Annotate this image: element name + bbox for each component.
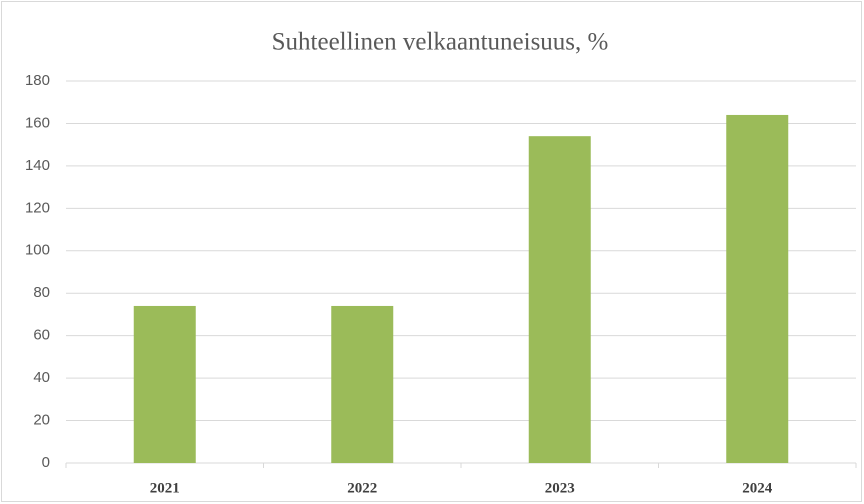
x-tick-label: 2022: [347, 480, 377, 496]
y-tick-label: 120: [25, 199, 50, 216]
y-tick-label: 20: [33, 412, 50, 429]
chart-title: Suhteellinen velkaantuneisuus, %: [272, 29, 609, 56]
x-tick-label: 2023: [545, 480, 575, 496]
x-tick-label: 2021: [150, 480, 180, 496]
y-tick-label: 60: [33, 327, 50, 344]
y-tick-label: 180: [25, 72, 50, 89]
x-tick-label: 2024: [742, 480, 773, 496]
y-tick-label: 40: [33, 369, 50, 386]
y-tick-label: 100: [25, 242, 50, 259]
bar: [726, 114, 789, 463]
y-tick-label: 80: [33, 284, 50, 301]
y-tick-label: 160: [25, 114, 50, 131]
bar: [331, 305, 394, 463]
bar: [133, 305, 196, 463]
y-tick-label: 140: [25, 157, 50, 174]
y-tick-label: 0: [42, 454, 50, 471]
bar: [528, 136, 591, 463]
